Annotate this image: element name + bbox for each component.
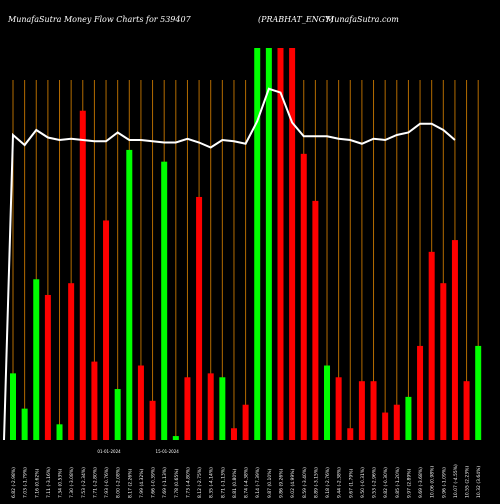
tick-label: 7.71 (-2.80%) [92,467,98,498]
tick-label: 9.86 (9.26%) [278,468,284,498]
tick-label: 10.32 (3.64%) [476,466,482,498]
tick-label: 8.89 (-3.15%) [313,467,319,498]
bar [324,365,331,440]
tick-label: 9.14 (-7.39%) [255,467,261,498]
bar [196,196,203,440]
tick-label: 8.35 (-4.14%) [209,467,215,498]
bar [300,153,307,440]
bar [370,381,377,440]
bar-layer [10,48,482,441]
bar [33,279,40,440]
bar [451,240,458,440]
bar [56,424,63,440]
tick-label: 9.67 (1.79%) [348,468,354,498]
bar [114,389,121,440]
tick-label: 9.82 (-0.30%) [383,467,389,498]
tick-label: 7.66 (-0.39%) [151,467,157,498]
tick-label: 7.69 (-1.13%) [162,467,168,498]
bar [405,396,412,440]
tick-label: 7.03 (-1.79%) [23,467,29,498]
tick-label: 9.97 (2.89%) [406,468,412,498]
bar [428,251,435,440]
tick-label: 7.53 (-2.34%) [81,467,87,498]
tick-label: 8.17 (2.26%) [127,468,133,498]
tick-label: 10.06 (0.98%) [430,466,436,498]
label-layer: 6.82 (-2.98%) 7.03 (-1.79%) 7.16 (0.62%) 7.… [11,449,482,498]
tick-label: 9.18 (-2.76%) [325,467,331,498]
tick-label: 9.69 (-3.68%) [418,467,424,498]
bar [440,283,447,440]
tick-label: 9.02 (4.99%) [290,468,296,498]
bar [230,428,237,440]
bar [265,48,272,440]
tick-label: 9.44 (-2.38%) [337,467,343,498]
bar [149,400,156,440]
bar [103,220,110,440]
bar [207,373,214,440]
bar [21,408,28,440]
tick-label: 7.99 (4.32%) [139,468,145,498]
bar [137,365,144,440]
bar [277,48,284,440]
bar [184,377,191,440]
bar [312,200,319,440]
bar [44,294,51,440]
tick-label: 7.11 (-3.16%) [46,467,52,498]
bar [358,381,365,440]
tick-label: 8.81 (0.80%) [232,468,238,498]
bar [382,412,389,440]
line-layer [3,87,456,441]
tick-label: 7.16 (0.62%) [34,468,40,498]
tick-label: 7.78 (0.65%) [174,468,180,498]
chart-header-left: MunafaSutra Money Flow Charts for 539407 [8,15,191,24]
tick-label: 8.12 (-2.75%) [197,467,203,498]
tick-label: 9.50 (-0.31%) [360,467,366,498]
tick-label: 9.85 (-1.20%) [395,467,401,498]
tick-label: 7.93 (-0.76%) [104,467,110,498]
bar [393,404,400,440]
bar [161,161,168,440]
bar [463,381,470,440]
tick-label: 7.34 (0.53%) [58,468,64,498]
date-label: 15-01-2024 [156,449,180,454]
tick-label: 8.74 (-4.38%) [244,467,250,498]
chart-header-site: MunafaSutra.com [326,15,399,24]
bar [126,149,133,441]
tick-label: 8.00 (-2.08%) [116,467,122,498]
bar [417,345,424,440]
tick-label: 10.55 (2.23%) [465,466,471,498]
bar [68,283,75,440]
tick-label: 6.82 (-2.98%) [11,467,17,498]
money-flow-line [3,87,456,441]
tick-label: 9.53 (-2.96%) [372,467,378,498]
bar [10,373,16,440]
tick-label: 10.07 (-4.55%) [453,464,459,498]
bar [335,377,342,440]
bar [475,345,482,440]
bar [79,110,86,440]
bar [347,428,354,440]
tick-label: 9.96 (-1.09%) [441,467,447,498]
bar [242,404,249,440]
bar [254,48,261,440]
tick-label: 8.59 (-3.40%) [302,467,308,498]
chart-header-symbol: (PRABHAT_ENGY) [258,15,334,24]
tick-label: 7.73 (-4.80%) [185,467,191,498]
bar [172,436,179,440]
bar [91,361,98,440]
bar [219,377,226,440]
bar [289,48,296,440]
tick-label: 8.71 (-1.13%) [220,467,226,498]
date-label: 01-01-2024 [97,449,121,454]
tick-label: 9.87 (0.10%) [267,468,273,498]
tick-label: 7.30 (-3.08%) [69,467,75,498]
